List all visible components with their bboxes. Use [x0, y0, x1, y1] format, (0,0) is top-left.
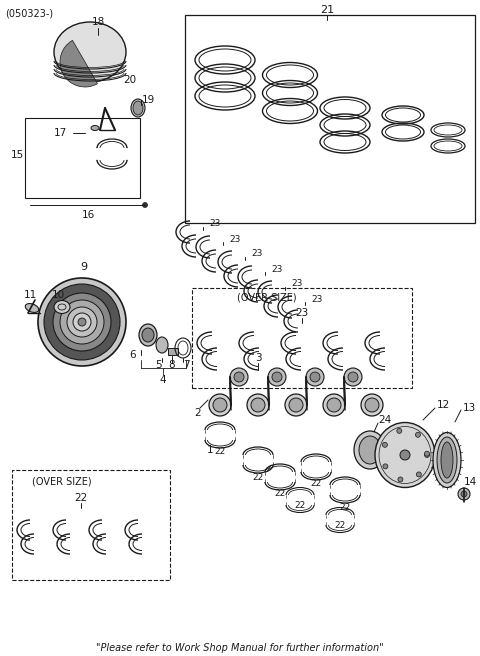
Text: 23: 23: [291, 279, 303, 289]
Text: 16: 16: [82, 210, 95, 220]
Ellipse shape: [461, 491, 467, 497]
Ellipse shape: [383, 464, 388, 469]
Ellipse shape: [398, 477, 403, 482]
Text: 22: 22: [215, 447, 226, 457]
Text: "Please refer to Work Shop Manual for further information": "Please refer to Work Shop Manual for fu…: [96, 643, 384, 653]
Ellipse shape: [344, 368, 362, 386]
Text: 5: 5: [156, 360, 162, 370]
Text: 22: 22: [335, 520, 346, 529]
Text: 22: 22: [311, 480, 322, 489]
Ellipse shape: [230, 368, 248, 386]
Text: (OVER SIZE): (OVER SIZE): [237, 293, 297, 303]
Text: 24: 24: [378, 415, 392, 425]
Ellipse shape: [306, 368, 324, 386]
Text: 1: 1: [207, 445, 213, 455]
Text: 18: 18: [91, 17, 105, 27]
Ellipse shape: [251, 398, 265, 412]
Ellipse shape: [38, 278, 126, 366]
Text: (OVER SIZE): (OVER SIZE): [32, 477, 92, 487]
Ellipse shape: [424, 451, 430, 456]
Wedge shape: [60, 41, 97, 87]
Text: 14: 14: [463, 477, 477, 487]
Ellipse shape: [323, 394, 345, 416]
Text: 13: 13: [462, 403, 476, 413]
Ellipse shape: [67, 307, 97, 337]
Text: 12: 12: [436, 400, 450, 410]
Text: 2: 2: [195, 408, 201, 418]
Text: 22: 22: [275, 489, 286, 499]
Bar: [185, 15, 475, 223]
Ellipse shape: [156, 337, 168, 353]
Ellipse shape: [415, 432, 420, 438]
Text: 22: 22: [74, 493, 88, 503]
Text: 22: 22: [294, 501, 306, 510]
Ellipse shape: [133, 101, 143, 115]
Text: 19: 19: [142, 95, 155, 105]
Ellipse shape: [91, 125, 99, 131]
Text: 23: 23: [252, 249, 263, 258]
Bar: [168, 348, 178, 355]
Ellipse shape: [131, 99, 145, 117]
Ellipse shape: [142, 328, 154, 342]
Ellipse shape: [310, 372, 320, 382]
Ellipse shape: [348, 372, 358, 382]
Text: 11: 11: [24, 290, 36, 300]
Ellipse shape: [397, 428, 402, 434]
Ellipse shape: [289, 398, 303, 412]
Ellipse shape: [44, 284, 120, 360]
Ellipse shape: [143, 203, 147, 207]
Text: 4: 4: [160, 375, 166, 385]
Text: 7: 7: [183, 360, 189, 370]
Ellipse shape: [354, 431, 386, 469]
Ellipse shape: [327, 398, 341, 412]
Ellipse shape: [437, 437, 457, 483]
Text: 23: 23: [271, 264, 283, 274]
Text: 15: 15: [11, 150, 24, 160]
Ellipse shape: [359, 436, 381, 464]
Text: 6: 6: [130, 350, 136, 360]
Text: 23: 23: [209, 220, 221, 228]
Text: 21: 21: [320, 5, 334, 15]
Text: 9: 9: [81, 262, 87, 272]
Text: 22: 22: [339, 502, 350, 512]
Ellipse shape: [268, 368, 286, 386]
Text: 20: 20: [123, 75, 137, 85]
Ellipse shape: [53, 293, 111, 351]
Text: 23: 23: [312, 295, 323, 304]
Ellipse shape: [25, 304, 39, 312]
Ellipse shape: [365, 398, 379, 412]
Text: 23: 23: [295, 308, 309, 318]
Bar: [192, 288, 412, 388]
Text: 23: 23: [229, 234, 240, 243]
Ellipse shape: [441, 442, 453, 478]
Ellipse shape: [285, 394, 307, 416]
Ellipse shape: [234, 372, 244, 382]
Ellipse shape: [424, 453, 430, 457]
Ellipse shape: [78, 318, 86, 326]
Ellipse shape: [213, 398, 227, 412]
Text: 22: 22: [252, 472, 264, 482]
Bar: [25, 118, 140, 198]
Text: (050323-): (050323-): [5, 8, 53, 18]
Ellipse shape: [60, 300, 104, 344]
Ellipse shape: [209, 394, 231, 416]
Text: 3: 3: [255, 353, 261, 363]
Ellipse shape: [139, 324, 157, 346]
Ellipse shape: [361, 394, 383, 416]
Text: 10: 10: [51, 290, 65, 300]
Ellipse shape: [383, 442, 387, 447]
Ellipse shape: [272, 372, 282, 382]
Ellipse shape: [375, 422, 435, 487]
Ellipse shape: [247, 394, 269, 416]
Ellipse shape: [54, 22, 126, 82]
Ellipse shape: [416, 472, 421, 477]
Ellipse shape: [458, 488, 470, 500]
Ellipse shape: [54, 300, 70, 314]
Ellipse shape: [433, 432, 461, 487]
Ellipse shape: [400, 450, 410, 460]
Bar: [12, 470, 170, 580]
Text: 17: 17: [53, 128, 67, 138]
Text: 8: 8: [168, 360, 175, 370]
Ellipse shape: [73, 313, 91, 331]
